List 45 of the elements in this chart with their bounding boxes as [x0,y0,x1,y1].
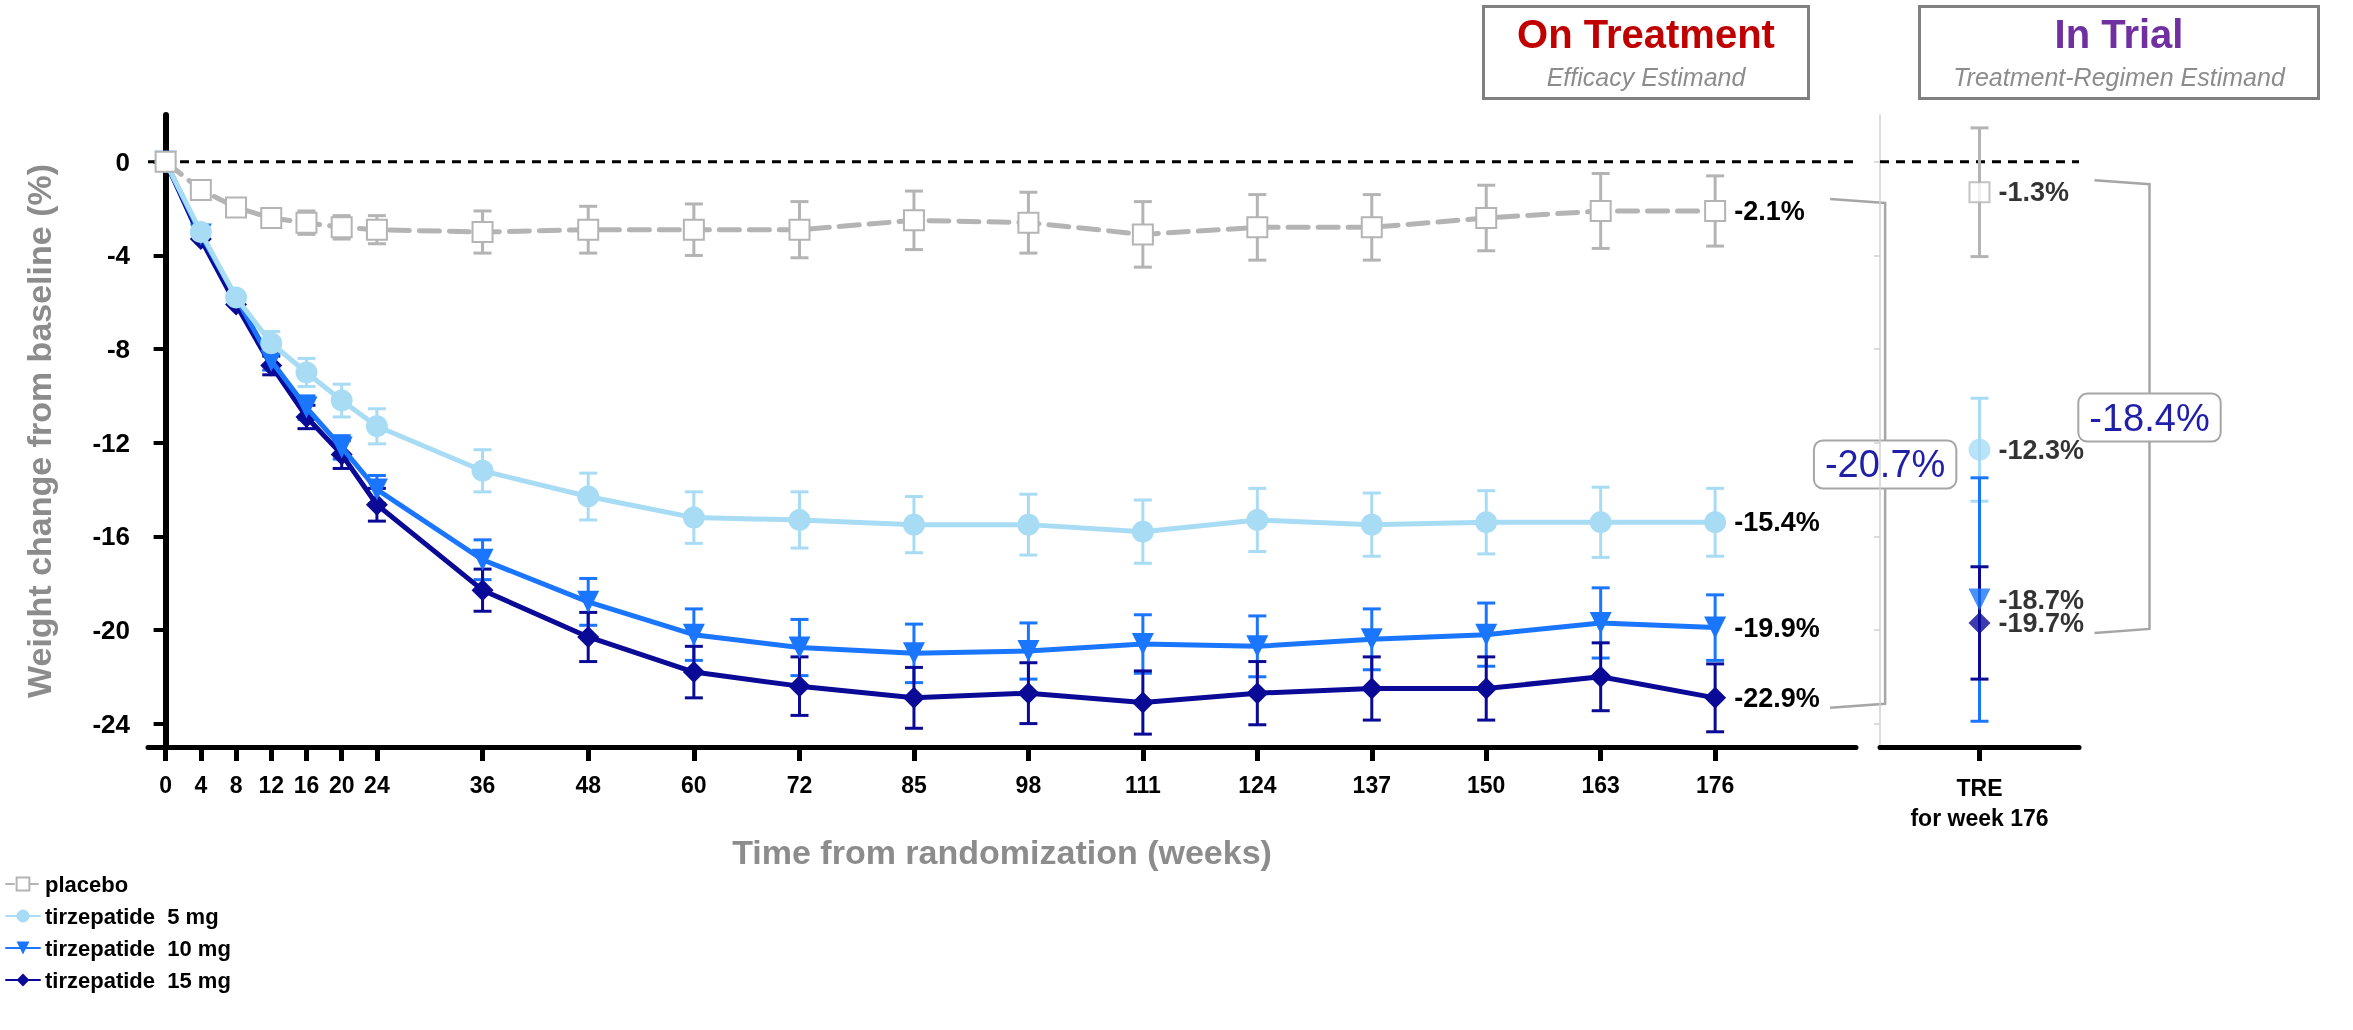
data-label: -19.9% [1734,612,1820,643]
data-label: -1.3% [1998,177,2070,208]
x-tick-label: 137 [1352,771,1391,798]
x-tick-label: 85 [901,771,927,798]
y-tick-label: -4 [106,240,131,271]
x-tick-label: 48 [575,771,602,798]
x-tick-label: 8 [229,771,243,798]
x-tick-label: 98 [1015,771,1042,798]
y-tick-label: -12 [92,427,130,458]
x-tick-label: 150 [1467,771,1506,798]
x-tick-label: 24 [364,771,390,798]
x-tick-label: 4 [194,771,208,798]
data-label: -2.1% [1734,195,1805,226]
x-tick-label: 36 [469,771,496,798]
x-tick-label: 111 [1124,771,1161,798]
x-tick-label: 176 [1695,771,1735,798]
legend-label: placebo [45,871,129,897]
annotation: -20.7% [1824,443,1946,486]
x-tick-label: 12 [258,771,285,798]
chart-title: On Treatment [1517,12,1775,56]
chart-subtitle: Treatment-Regimen Estimand [1953,62,2286,91]
chart-subtitle: Efficacy Estimand [1546,62,1747,91]
legend-label: tirzepatide 10 mg [45,935,231,961]
y-tick-label: -24 [92,708,131,739]
data-label: -22.9% [1734,682,1820,713]
x-tick-label: 72 [786,771,813,798]
y-axis-title: Weight change from baseline (%) [20,163,58,699]
x-tick-label: 20 [328,771,355,798]
legend-label: tirzepatide 5 mg [45,903,219,929]
x-tick-label: 0 [159,771,173,798]
x-tick-label: TRE for week 176 [1910,775,2049,831]
data-label: -15.4% [1734,507,1820,538]
x-tick-label: 163 [1581,771,1620,798]
y-tick-label: -16 [92,521,130,552]
x-tick-label: 124 [1238,771,1277,798]
y-tick-label: -20 [92,614,130,645]
data-label: -12.3% [1998,434,2085,465]
x-tick-label: 16 [293,771,320,798]
x-tick-label: 60 [681,771,707,798]
x-axis-title: Time from randomization (weeks) [732,833,1272,871]
chart-title: In Trial [2054,12,2184,56]
y-tick-label: -8 [106,334,130,365]
legend-label: tirzepatide 15 mg [45,967,231,993]
y-tick-label: 0 [115,146,130,177]
text: -18.4% [2089,396,2210,439]
